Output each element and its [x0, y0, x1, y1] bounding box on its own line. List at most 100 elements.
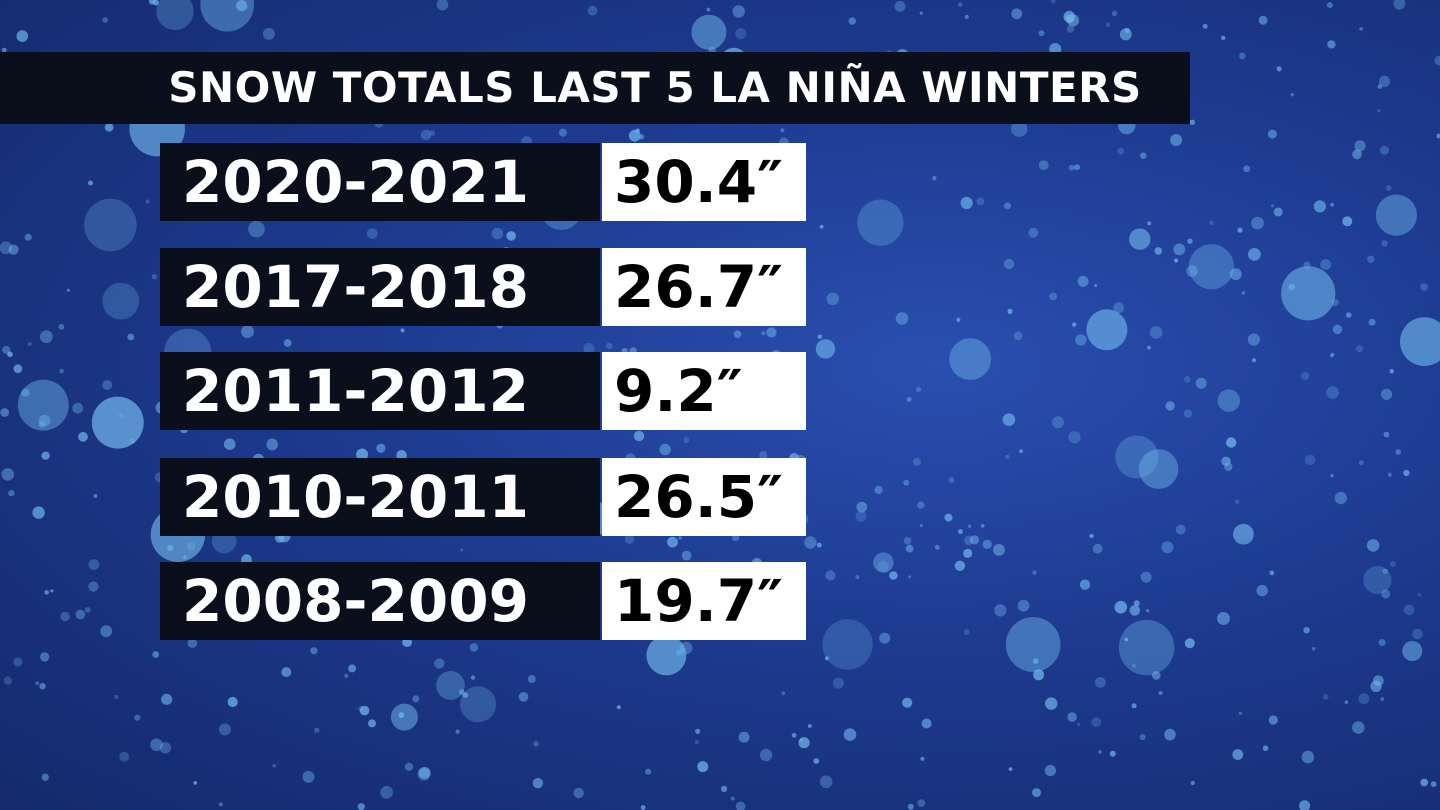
snowflake [436, 671, 465, 700]
snowflake [1403, 604, 1415, 616]
snowflake [1195, 377, 1207, 389]
snowflake [1387, 472, 1392, 477]
snowflake [1221, 456, 1231, 466]
snowflake [1383, 431, 1390, 438]
snowflake [1359, 27, 1363, 31]
snowflake [127, 333, 135, 341]
snowflake [980, 523, 985, 528]
snowflake [633, 430, 645, 442]
snowflake [1, 468, 14, 481]
snowflake [583, 343, 595, 354]
snowflake [41, 451, 50, 460]
season: 2008-2009 [160, 562, 600, 640]
snowflake [1044, 764, 1056, 777]
snowflake [223, 438, 236, 451]
snowflake [459, 686, 497, 723]
snowflake [1326, 386, 1339, 399]
snowflake [1003, 258, 1015, 270]
snowflake [874, 485, 883, 495]
snowflake [104, 122, 114, 132]
snowflake [1342, 216, 1353, 227]
snowflake [730, 796, 735, 801]
snowflake [1281, 266, 1336, 321]
snowflake [822, 619, 873, 670]
snowflake [1114, 600, 1128, 614]
snowflake [825, 570, 836, 581]
snowflake [1051, 416, 1064, 429]
snowflake [100, 625, 113, 638]
snowflake [218, 723, 231, 736]
snowflake [1434, 55, 1440, 66]
snowflake [236, 0, 248, 12]
snowflake [798, 737, 810, 749]
snowflake [1117, 147, 1125, 155]
snowflake [1139, 734, 1146, 741]
snowflake [1038, 30, 1045, 37]
snowflake [804, 536, 817, 549]
snowflake [694, 740, 699, 745]
snowflake [1170, 134, 1183, 146]
snow-total: 30.4″ [602, 143, 806, 221]
snowflake [152, 651, 160, 658]
snowflake [1269, 570, 1275, 576]
snowflake [1005, 454, 1010, 459]
snowflake [1393, 0, 1406, 10]
snowflake [848, 17, 856, 25]
snowflake [1158, 691, 1163, 695]
snowflake [1140, 152, 1147, 159]
snowflake [1067, 712, 1077, 722]
snowflake [396, 450, 407, 461]
snowflake [1032, 788, 1041, 798]
snowflake [193, 781, 198, 785]
snowflake [187, 638, 198, 648]
snowflake [1033, 669, 1045, 681]
snowflake [1188, 244, 1234, 290]
snowflake [533, 741, 539, 747]
snowflake [148, 0, 156, 5]
snowflake [1237, 227, 1243, 233]
snowflake [1352, 149, 1362, 160]
snowflake [640, 805, 646, 810]
snowflake [1190, 780, 1195, 786]
snowflake [420, 129, 432, 141]
snowflake [1146, 609, 1150, 613]
snowflake [84, 607, 91, 613]
snowflake [832, 677, 844, 689]
season: 2020-2021 [160, 143, 600, 221]
snowflake [1390, 561, 1396, 567]
snowflake [659, 443, 671, 456]
snowflake [1358, 460, 1364, 466]
snowflake [380, 786, 393, 799]
snowflake [894, 0, 906, 12]
snowflake [1256, 584, 1268, 597]
snowflake [1303, 627, 1310, 634]
snowflake [156, 0, 194, 31]
snowflake [1322, 694, 1329, 700]
snowflake [843, 728, 857, 741]
snowflake [964, 535, 974, 546]
snowflake [462, 692, 469, 698]
season: 2017-2018 [160, 248, 600, 326]
snowflake [1184, 638, 1195, 649]
snowflake [1111, 10, 1118, 17]
snowflake [873, 552, 894, 573]
snowflake [759, 451, 768, 460]
snowflake [1094, 284, 1098, 287]
snowflake [1327, 40, 1336, 49]
snowflake [960, 196, 973, 210]
snowflake [13, 657, 23, 667]
snowflake [40, 652, 50, 662]
snowflake [58, 323, 65, 330]
snowflake [1232, 749, 1244, 760]
snowflake [8, 244, 19, 255]
snowflake [1038, 160, 1049, 171]
snowflake [1389, 368, 1395, 374]
snowflake [759, 748, 773, 762]
snowflake [368, 719, 376, 728]
snowflake [907, 803, 914, 810]
snowflake [691, 14, 727, 50]
snowflake [1019, 449, 1023, 453]
snowflake [917, 501, 925, 509]
snowflake [1436, 133, 1440, 139]
snowflake [1395, 449, 1402, 455]
